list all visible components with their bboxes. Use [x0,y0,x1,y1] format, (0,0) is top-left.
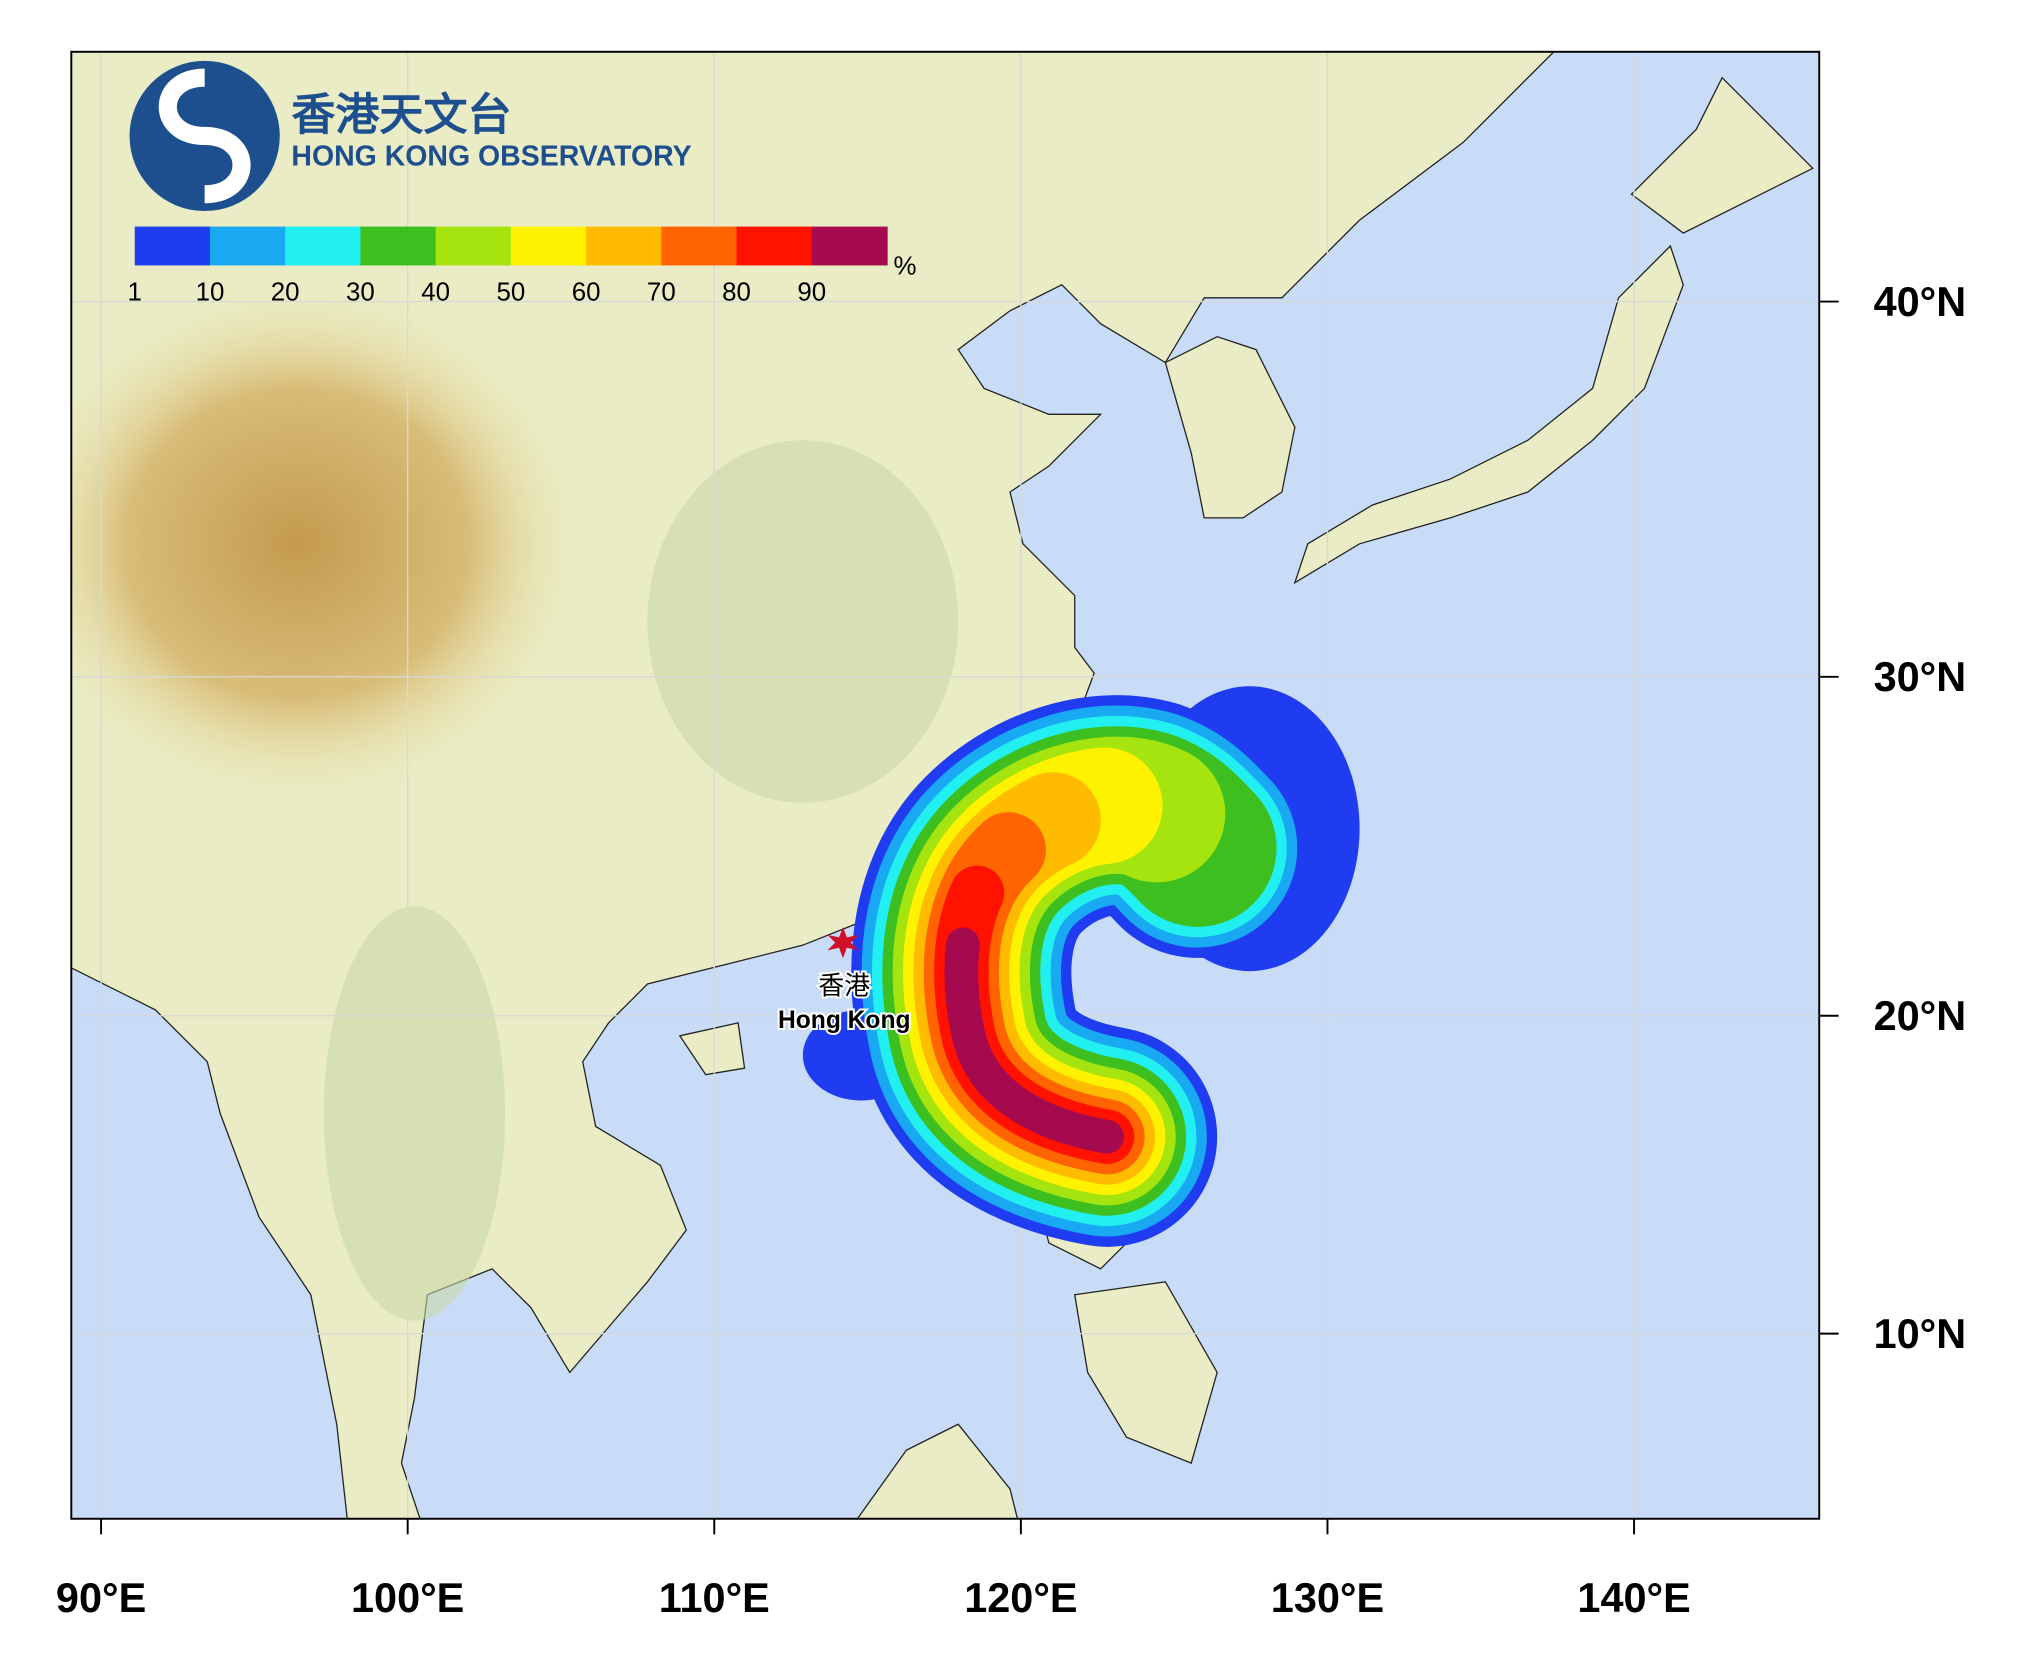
borneo [856,1423,1019,1519]
colorbar-cell [209,226,286,266]
philippines-south [1073,1281,1218,1464]
colorbar-cell [285,226,362,266]
logo: 香港天文台 HONG KONG OBSERVATORY [129,60,692,212]
colorbar-label: 70 [647,278,676,306]
y-tick-label: 10°N [1874,1310,1967,1357]
colorbar-label: 1 [128,278,142,306]
japan [1293,244,1684,585]
colorbar-unit: % [893,252,916,280]
colorbar-label: 40 [421,278,450,306]
y-tick-label: 40°N [1874,278,1967,325]
axes: 90°E 100°E 110°E 120°E 130°E 140°E 10°N 20°N 30°… [56,278,1966,1621]
colorbar-label: 30 [346,278,375,306]
x-tick-label: 100°E [351,1574,464,1621]
colorbar-cell [360,226,437,266]
colorbar-cell [811,226,888,266]
x-tick-label: 130°E [1271,1574,1384,1621]
colorbar-label: 10 [196,278,225,306]
colorbar-cell [134,226,211,266]
y-tick-label: 20°N [1874,992,1967,1039]
logo-title-en: HONG KONG OBSERVATORY [291,141,691,173]
place-name-en: Hong Kong [778,1007,911,1034]
korea [1164,335,1296,519]
logo-swirl [158,68,251,204]
map-area [71,51,1820,1519]
place-name-zh: 香港 [818,971,870,1001]
lowland-terrain [323,906,506,1321]
colorbar-label: 20 [271,278,300,306]
y-tick-label: 30°N [1874,653,1967,700]
star [827,927,859,959]
map-frame [70,50,1821,1520]
colorbar-cell [435,226,512,266]
x-tick-label: 90°E [56,1574,146,1621]
colorbar: % 1 10 20 30 40 50 60 70 80 90 [128,226,916,306]
grid [71,51,1820,1519]
colorbar-label: 60 [572,278,601,306]
colorbar-label: 50 [496,278,525,306]
colorbar-label: 90 [797,278,826,306]
probability-contour [944,788,1215,1154]
colorbar-cell [510,226,587,266]
colorbar-label: 80 [722,278,751,306]
colorbar-cell [586,226,662,266]
logo-title-zh: 香港天文台 [291,89,511,140]
colorbar-cell [736,226,813,266]
x-tick-label: 120°E [964,1574,1077,1621]
plateau-terrain [71,284,583,803]
lowland-terrain [647,440,959,803]
hainan [678,1022,746,1076]
x-tick-label: 140°E [1577,1574,1690,1621]
hong-kong-marker: 香港 Hong Kong [776,927,912,1036]
x-tick-label: 110°E [659,1574,770,1621]
hokkaido [1630,76,1814,234]
probability-swath [802,686,1360,1247]
colorbar-cell [661,226,738,266]
